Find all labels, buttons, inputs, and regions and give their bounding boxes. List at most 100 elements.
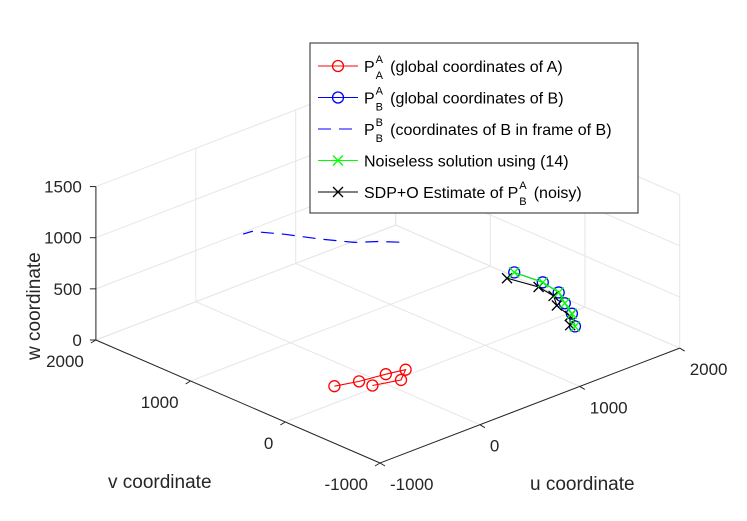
series-sdp bbox=[501, 272, 576, 331]
u-tick-label-1: 0 bbox=[490, 437, 499, 456]
u-tick-3 bbox=[679, 347, 685, 352]
series-pa-point-1 bbox=[352, 375, 366, 388]
series-sdp-point-5-stroke-b bbox=[501, 272, 513, 284]
series-noiseless-point-0 bbox=[569, 320, 581, 332]
legend-label-pbb-sub: B bbox=[376, 133, 383, 145]
legend-label-pb-sup: A bbox=[376, 86, 384, 98]
legend-label-pa-sup: A bbox=[376, 54, 384, 66]
legend-label-sdp-sub: B bbox=[519, 196, 526, 208]
legend-label-pa-sub: A bbox=[376, 70, 384, 82]
series-noiseless-point-3 bbox=[553, 286, 565, 298]
legend-label-sdp-name: SDP+O Estimate of P bbox=[364, 185, 518, 202]
legend-label-sdp-sup: A bbox=[519, 180, 527, 192]
legend-marker-pa bbox=[331, 59, 345, 73]
series-noiseless-line bbox=[514, 271, 576, 327]
legend-marker-sdp-stroke-b bbox=[332, 186, 344, 198]
u-tick-label-3: 2000 bbox=[690, 360, 728, 379]
legend-label-noiseless: Noiseless solution using (14) bbox=[364, 154, 569, 171]
floor-grid-u-2 bbox=[295, 262, 580, 387]
wall-v-grid-w-0 bbox=[95, 224, 396, 341]
series-noiseless-point-0-stroke-b bbox=[569, 320, 581, 332]
series-noiseless bbox=[508, 266, 581, 332]
legend-label-sdp-suffix: (noisy) bbox=[529, 185, 581, 202]
series-noiseless-point-3-stroke-b bbox=[553, 286, 565, 298]
series-sdp-line bbox=[506, 277, 571, 326]
series-noiseless-point-2 bbox=[559, 297, 571, 309]
v-axis-line bbox=[95, 339, 381, 464]
series-pa-point-3 bbox=[399, 363, 412, 376]
legend-label-pbb: PB B (coordinates of B in frame of B) bbox=[364, 117, 612, 145]
series-pa-point-2 bbox=[379, 368, 392, 381]
legend-label-pbb-name: P bbox=[364, 122, 375, 139]
series-pa-point-4 bbox=[394, 373, 408, 387]
legend-label-pbb-suffix: (coordinates of B in frame of B) bbox=[386, 122, 612, 139]
legend-marker-noiseless-stroke-b bbox=[332, 155, 344, 166]
u-tick-1 bbox=[479, 424, 486, 429]
legend-label-pa: PA A (global coordinates of A) bbox=[364, 54, 563, 82]
legend-box bbox=[309, 42, 639, 214]
axes-layer: -1000 0 1000 2000 -1000 0 1000 2000 0 500 1000 1500 bbox=[44, 178, 727, 494]
series-layer bbox=[242, 230, 582, 393]
v-tick-1 bbox=[280, 421, 286, 426]
series-pa bbox=[328, 363, 412, 393]
series-pa-point-5 bbox=[366, 379, 379, 392]
v-tick-2 bbox=[185, 380, 191, 385]
legend-label-sdp: SDP+O Estimate of PA B (noisy) bbox=[364, 180, 582, 208]
series-pb-point-4 bbox=[536, 276, 549, 289]
series-sdp-point-3-stroke-b bbox=[548, 290, 560, 302]
u-tick-2 bbox=[579, 385, 586, 390]
series-noiseless-point-1-stroke-b bbox=[566, 308, 578, 320]
u-axis-line bbox=[379, 347, 680, 464]
w-tick-label-3: 1500 bbox=[44, 178, 82, 197]
series-pbb-line bbox=[242, 230, 400, 244]
series-pa-point-0 bbox=[328, 380, 341, 393]
series-noiseless-point-1 bbox=[566, 308, 578, 320]
series-pb-point-3 bbox=[552, 286, 565, 299]
series-sdp-point-2 bbox=[551, 300, 563, 311]
series-noiseless-point-2-stroke-b bbox=[559, 297, 571, 309]
series-noiseless-point-5-stroke-b bbox=[508, 266, 520, 278]
legend-label-pb-suffix: (global coordinates of B) bbox=[386, 91, 564, 108]
legend: PA A (global coordinates of A)PA B (global… bbox=[309, 42, 639, 214]
legend-label-pa-suffix: (global coordinates of A) bbox=[386, 59, 563, 76]
legend-marker-noiseless bbox=[332, 155, 344, 166]
x-axis-label: u coordinate bbox=[530, 474, 635, 495]
w-tick-label-2: 1000 bbox=[44, 229, 82, 248]
u-tick-label-2: 1000 bbox=[590, 398, 628, 417]
legend-marker-sdp bbox=[332, 186, 344, 198]
legend-label-noiseless-name: Noiseless solution using (14) bbox=[364, 154, 569, 171]
v-tick-label-0: -1000 bbox=[325, 475, 368, 494]
z-axis-label: w coordinate bbox=[24, 252, 45, 361]
floor-grid-u-1 bbox=[195, 301, 481, 426]
legend-label-pbb-sup: B bbox=[376, 117, 383, 129]
legend-entry-noiseless: Noiseless solution using (14) bbox=[318, 154, 569, 171]
floor-grid-v-2 bbox=[190, 265, 491, 382]
v-tick-label-2: 1000 bbox=[141, 393, 179, 412]
u-tick-label-0: -1000 bbox=[390, 475, 433, 494]
series-sdp-point-2-stroke-b bbox=[551, 300, 563, 311]
legend-label-pb: PA B (global coordinates of B) bbox=[364, 86, 564, 114]
legend-label-pb-name: P bbox=[364, 91, 375, 108]
series-noiseless-point-5 bbox=[508, 266, 520, 278]
series-noiseless-point-4 bbox=[537, 276, 549, 288]
w-tick-label-0: 0 bbox=[72, 331, 81, 350]
v-tick-label-3: 2000 bbox=[46, 352, 84, 371]
legend-marker-pb bbox=[331, 91, 345, 104]
series-sdp-point-5 bbox=[501, 272, 513, 284]
legend-label-pb-sub: B bbox=[376, 102, 383, 114]
floor-grid-v-1 bbox=[285, 306, 586, 423]
y-axis-label: v coordinate bbox=[108, 472, 212, 493]
w-tick-label-1: 500 bbox=[54, 280, 82, 299]
series-pb-point-5 bbox=[508, 266, 521, 279]
series-pa-line bbox=[334, 368, 407, 387]
legend-label-pa-name: P bbox=[364, 59, 375, 76]
v-tick-0 bbox=[374, 462, 381, 467]
legend-entry-sdp: SDP+O Estimate of PA B (noisy) bbox=[318, 180, 582, 208]
legend-entry-pa: PA A (global coordinates of A) bbox=[318, 54, 563, 82]
series-noiseless-point-4-stroke-b bbox=[537, 276, 549, 288]
series-pbb bbox=[242, 230, 400, 244]
legend-entry-pb: PA B (global coordinates of B) bbox=[318, 86, 564, 114]
legend-entry-pbb: PB B (coordinates of B in frame of B) bbox=[318, 117, 612, 145]
series-sdp-point-3 bbox=[548, 290, 560, 302]
